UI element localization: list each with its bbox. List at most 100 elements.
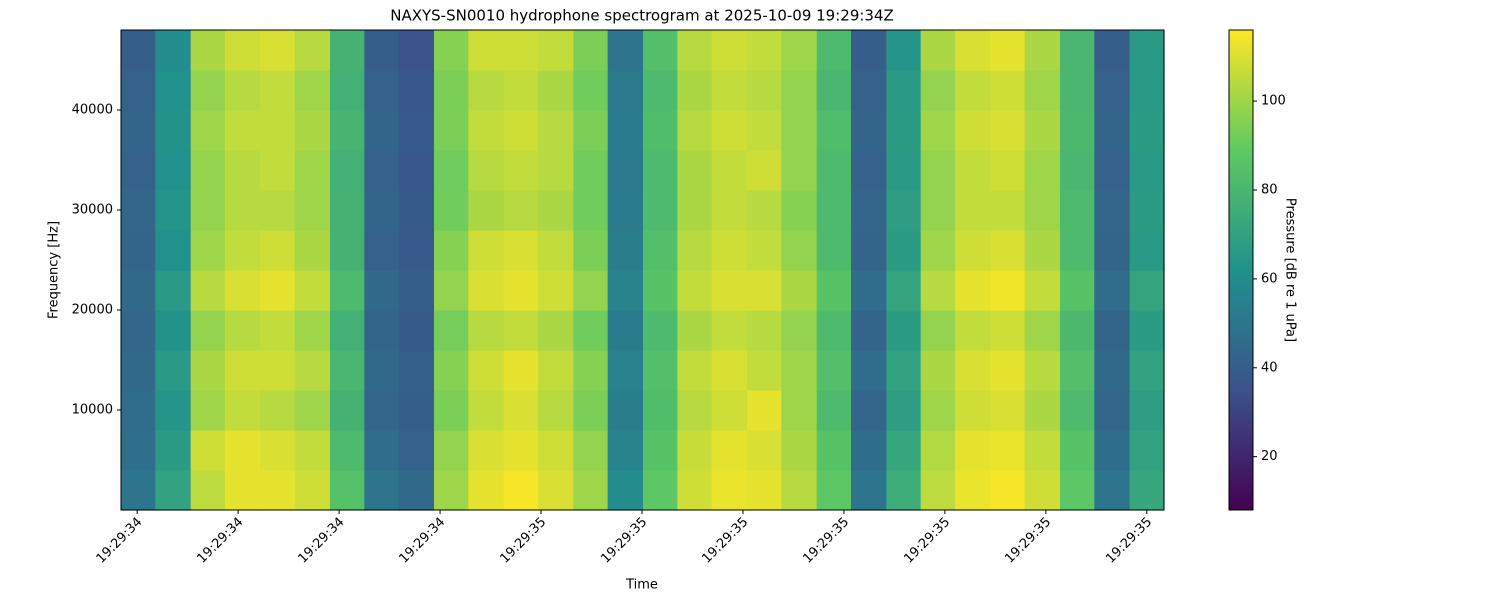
heatmap-cell — [1024, 310, 1061, 351]
heatmap-cell — [537, 430, 574, 471]
colorbar — [1228, 29, 1254, 511]
heatmap-cell — [190, 310, 226, 351]
heatmap-cell — [121, 230, 156, 271]
heatmap-cell — [954, 230, 991, 271]
heatmap-cell — [816, 350, 852, 391]
heatmap-cell — [503, 270, 539, 311]
heatmap-cell — [190, 430, 226, 471]
heatmap-cell — [434, 230, 469, 271]
heatmap-cell — [711, 230, 748, 271]
y-tick-label: 30000 — [72, 203, 113, 218]
heatmap-cell — [747, 230, 782, 271]
heatmap-cell — [224, 310, 261, 351]
heatmap-cell — [1060, 30, 1095, 71]
heatmap-cell — [990, 430, 1026, 471]
heatmap-cell — [677, 70, 713, 111]
heatmap-cell — [1129, 470, 1165, 511]
heatmap-cell — [886, 430, 922, 471]
chart-title: NAXYS-SN0010 hydrophone spectrogram at 2… — [390, 7, 894, 25]
heatmap-cell — [537, 30, 574, 71]
heatmap-cell — [886, 30, 922, 71]
heatmap-cell — [990, 230, 1026, 271]
colorbar-tick-label: 20 — [1261, 449, 1278, 464]
heatmap-cell — [607, 230, 644, 271]
heatmap-cell — [781, 270, 818, 311]
heatmap-cell — [260, 150, 296, 191]
heatmap-cell — [121, 30, 156, 71]
heatmap-cell — [260, 70, 296, 111]
heatmap-cell — [121, 430, 156, 471]
heatmap-cell — [990, 70, 1026, 111]
heatmap-cell — [398, 270, 435, 311]
heatmap-cell — [573, 310, 609, 351]
heatmap-cell — [364, 70, 400, 111]
colorbar-label: Pressure [dB re 1 uPa] — [1283, 198, 1298, 342]
heatmap-cell — [155, 310, 192, 351]
heatmap-cell — [816, 30, 852, 71]
plot-frame — [120, 29, 1165, 511]
heatmap-cell — [920, 390, 956, 431]
heatmap-cell — [747, 350, 782, 391]
heatmap-cell — [503, 110, 539, 151]
heatmap-cell — [468, 470, 505, 511]
heatmap-cell — [954, 190, 991, 231]
heatmap-cell — [537, 310, 574, 351]
heatmap-cell — [1024, 150, 1061, 191]
colorbar-tick-label: 60 — [1261, 271, 1278, 286]
heatmap-cell — [816, 270, 852, 311]
y-tick-label: 20000 — [72, 303, 113, 318]
heatmap-cell — [607, 310, 644, 351]
heatmap-cell — [330, 30, 365, 71]
heatmap-cell — [155, 110, 192, 151]
heatmap-cell — [155, 30, 192, 71]
heatmap-cell — [1129, 230, 1165, 271]
heatmap-cell — [781, 230, 818, 271]
heatmap-cell — [747, 430, 782, 471]
heatmap-cell — [886, 390, 922, 431]
heatmap-cell — [643, 30, 678, 71]
colorbar-tick-label: 100 — [1261, 94, 1286, 109]
heatmap-cell — [990, 190, 1026, 231]
heatmap-cell — [920, 350, 956, 391]
heatmap-cell — [816, 310, 852, 351]
heatmap-cell — [677, 230, 713, 271]
heatmap-cell — [121, 70, 156, 111]
heatmap-cell — [1094, 30, 1131, 71]
heatmap-cell — [190, 230, 226, 271]
heatmap-cell — [260, 190, 296, 231]
heatmap-cell — [850, 310, 887, 351]
heatmap-cell — [468, 150, 505, 191]
heatmap-cell — [121, 470, 156, 511]
heatmap-cell — [781, 110, 818, 151]
heatmap-cell — [850, 230, 887, 271]
heatmap-cell — [1094, 390, 1131, 431]
heatmap-cell — [224, 190, 261, 231]
heatmap-cell — [468, 230, 505, 271]
heatmap-cell — [121, 350, 156, 391]
heatmap-cell — [537, 270, 574, 311]
heatmap-cell — [1129, 310, 1165, 351]
heatmap-cell — [920, 110, 956, 151]
heatmap-cell — [537, 350, 574, 391]
heatmap-cell — [294, 350, 331, 391]
heatmap-cell — [364, 390, 400, 431]
heatmap-cell — [1129, 70, 1165, 111]
heatmap-cell — [537, 230, 574, 271]
heatmap-cell — [434, 310, 469, 351]
heatmap-cell — [850, 270, 887, 311]
heatmap-cell — [886, 270, 922, 311]
heatmap-cell — [886, 110, 922, 151]
heatmap-cell — [607, 390, 644, 431]
heatmap-cell — [886, 70, 922, 111]
heatmap-cell — [573, 430, 609, 471]
heatmap-cell — [537, 110, 574, 151]
heatmap-cell — [573, 230, 609, 271]
heatmap-cell — [434, 470, 469, 511]
heatmap-cell — [398, 230, 435, 271]
heatmap-cell — [643, 390, 678, 431]
heatmap-cell — [954, 70, 991, 111]
heatmap-cell — [711, 310, 748, 351]
heatmap-cell — [294, 30, 331, 71]
heatmap-cell — [537, 190, 574, 231]
heatmap-cell — [190, 470, 226, 511]
